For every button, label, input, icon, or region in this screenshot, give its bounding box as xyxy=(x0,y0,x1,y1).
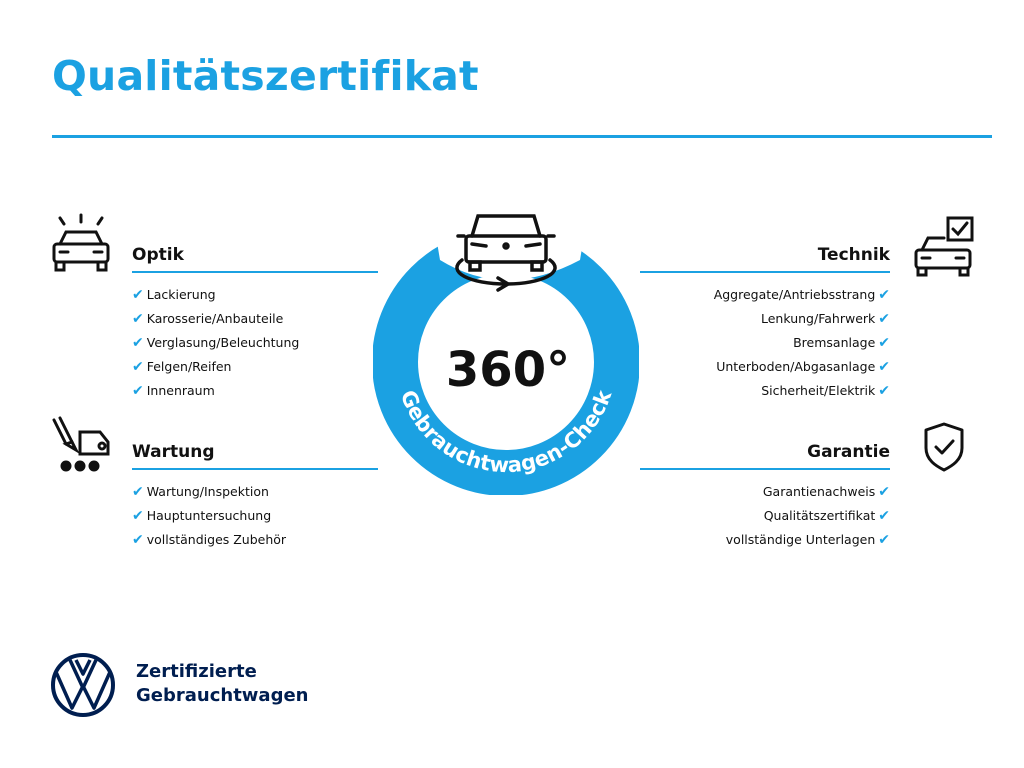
section-divider xyxy=(132,468,378,470)
check-icon: ✔ xyxy=(878,508,890,524)
section-wartung: Wartung ✔ Wartung/Inspektion ✔ Hauptunters… xyxy=(132,442,378,556)
section-garantie: Garantie Garantienachweis ✔ Qualitätszert… xyxy=(640,442,890,556)
list-item: ✔ Wartung/Inspektion xyxy=(132,484,269,500)
list-item: Garantienachweis ✔ xyxy=(762,484,890,500)
title-divider xyxy=(52,135,992,138)
car-checklist-icon xyxy=(914,216,974,277)
list-item: Aggregate/Antriebsstrang ✔ xyxy=(713,287,890,303)
section-divider xyxy=(132,271,378,273)
section-heading: Optik xyxy=(132,245,184,265)
check-icon: ✔ xyxy=(878,287,890,303)
section-heading: Garantie xyxy=(807,442,890,462)
list-item: ✔ Hauptuntersuchung xyxy=(132,508,272,524)
shield-check-icon xyxy=(924,422,964,472)
check-icon: ✔ xyxy=(878,359,890,375)
brand-name: Zertifizierte Gebrauchtwagen xyxy=(136,661,309,706)
car-service-icon xyxy=(52,416,110,472)
section-technik: Technik Aggregate/Antriebsstrang ✔ Lenkun… xyxy=(640,245,890,407)
list-item: vollständige Unterlagen ✔ xyxy=(725,532,890,548)
list-item: Bremsanlage ✔ xyxy=(793,335,890,351)
check-icon: ✔ xyxy=(132,359,144,375)
check-icon: ✔ xyxy=(878,484,890,500)
check-icon: ✔ xyxy=(878,383,890,399)
section-heading: Wartung xyxy=(132,442,215,462)
list-item: Unterboden/Abgasanlage ✔ xyxy=(716,359,890,375)
page-title: Qualitätszertifikat xyxy=(52,52,479,100)
vw-logo xyxy=(51,653,115,717)
list-item: ✔ Verglasung/Beleuchtung xyxy=(132,335,300,351)
list-item: Lenkung/Fahrwerk ✔ xyxy=(761,311,890,327)
section-heading: Technik xyxy=(817,245,890,265)
list-item: ✔ Innenraum xyxy=(132,383,215,399)
list-item: ✔ Lackierung xyxy=(132,287,216,303)
check-icon: ✔ xyxy=(132,287,144,303)
section-divider xyxy=(640,271,890,273)
list-item: Sicherheit/Elektrik ✔ xyxy=(761,383,890,399)
list-item: ✔ Karosserie/Anbauteile xyxy=(132,311,284,327)
section-optik: Optik ✔ Lackierung ✔ Karosserie/Anbauteile… xyxy=(132,245,378,407)
check-icon: ✔ xyxy=(132,484,144,500)
check-icon: ✔ xyxy=(132,335,144,351)
check-icon: ✔ xyxy=(132,311,144,327)
check-icon: ✔ xyxy=(132,532,144,548)
check-icon: ✔ xyxy=(878,335,890,351)
check-icon: ✔ xyxy=(878,311,890,327)
list-item: Qualitätszertifikat ✔ xyxy=(763,508,890,524)
list-item: ✔ vollständiges Zubehör xyxy=(132,532,287,548)
check-icon: ✔ xyxy=(132,383,144,399)
center-value: 360° xyxy=(446,342,570,398)
car-lights-icon xyxy=(52,213,110,272)
check-icon: ✔ xyxy=(878,532,890,548)
section-divider xyxy=(640,468,890,470)
list-item: ✔ Felgen/Reifen xyxy=(132,359,232,375)
360-check-badge: 360° Gebrauchtwagen-Check xyxy=(372,214,640,496)
check-icon: ✔ xyxy=(132,508,144,524)
